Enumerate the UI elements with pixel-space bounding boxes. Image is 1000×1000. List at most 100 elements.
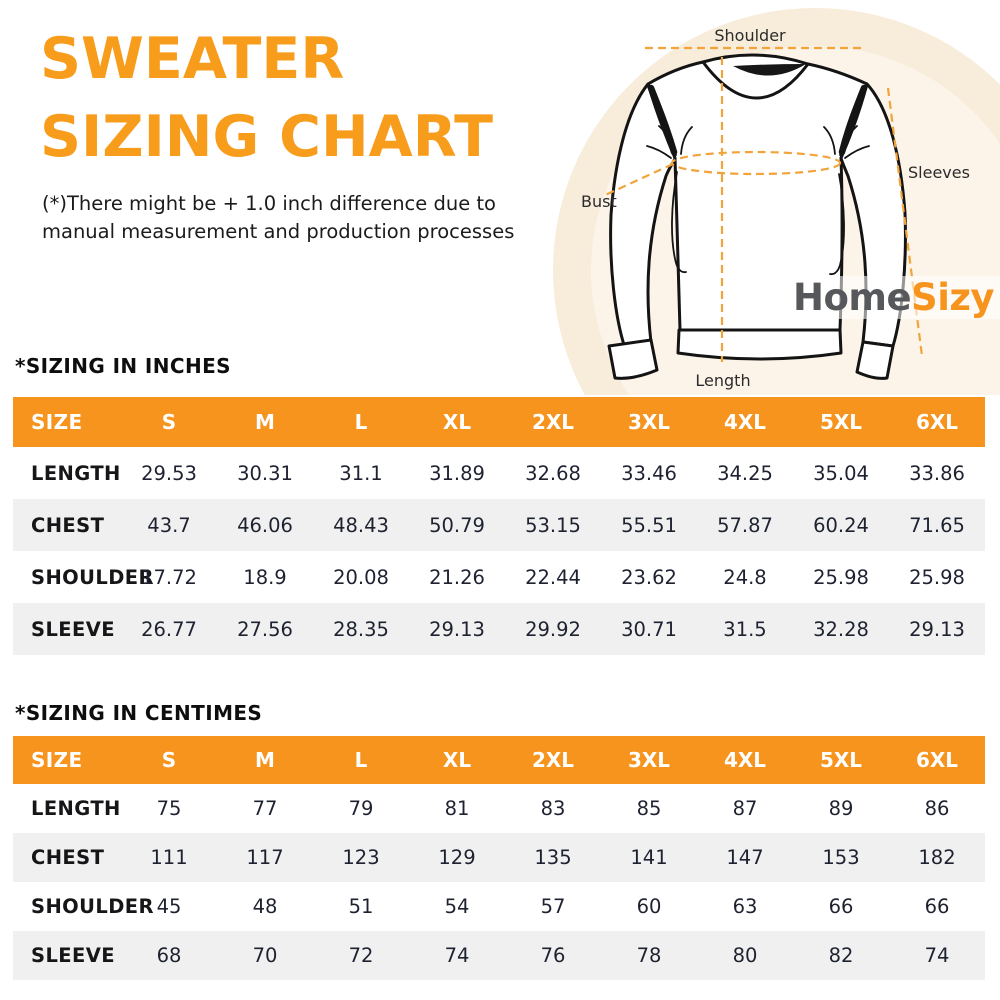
table-row-sleeve: SLEEVE 68 70 72 74 76 78 80 82 74 — [13, 931, 985, 980]
size-value: 60 — [636, 895, 662, 918]
column-header-xl: XL — [442, 410, 472, 434]
size-value: 71.65 — [909, 513, 965, 537]
size-value: 74 — [924, 944, 950, 967]
table-row-shoulder: SHOULDER 45 48 51 54 57 60 63 66 66 — [13, 882, 985, 931]
size-value: 66 — [924, 895, 950, 918]
size-value: 57 — [540, 895, 566, 918]
bust-measure-ellipse — [670, 150, 842, 176]
size-value: 123 — [342, 846, 380, 869]
column-header-s: S — [161, 748, 177, 772]
column-header-l: L — [354, 748, 368, 772]
sweater-measurement-diagram: Shoulder Sleeves Bust Length Home Sizy — [545, 0, 1000, 395]
table-row-chest: CHEST 111 117 123 129 135 141 147 153 182 — [13, 833, 985, 882]
centimes-section-heading: *SIZING IN CENTIMES — [15, 701, 263, 725]
size-value: 79 — [348, 797, 374, 820]
size-value: 24.8 — [723, 565, 767, 589]
size-value: 111 — [150, 846, 188, 869]
size-value: 45 — [156, 895, 182, 918]
table-row-length: LENGTH 29.53 30.31 31.1 31.89 32.68 33.46 34.25… — [13, 447, 985, 499]
size-value: 141 — [630, 846, 668, 869]
bust-label: Bust — [581, 192, 617, 211]
inches-section-heading: *SIZING IN INCHES — [15, 354, 231, 378]
size-value: 55.51 — [621, 513, 677, 537]
column-header-5xl: 5XL — [819, 748, 863, 772]
sweater-left-cuff — [607, 338, 659, 380]
size-column-header: SIZE — [31, 748, 83, 772]
size-value: 135 — [534, 846, 572, 869]
inches-sizing-table: SIZE S M L XL 2XL 3XL 4XL 5XL 6XL LENGTH 29.53 30.31… — [13, 397, 985, 655]
homesizy-logo: Home Sizy — [788, 276, 1000, 319]
size-value: 153 — [822, 846, 860, 869]
size-value: 34.25 — [717, 461, 773, 485]
column-header-l: L — [354, 410, 368, 434]
size-value: 63 — [732, 895, 758, 918]
measurement-note: (*)There might be + 1.0 inch difference … — [42, 190, 560, 246]
size-value: 54 — [444, 895, 470, 918]
table-row-length: LENGTH 75 77 79 81 83 85 87 89 86 — [13, 784, 985, 833]
row-label: CHEST — [31, 513, 105, 537]
size-value: 22.44 — [525, 565, 581, 589]
size-value: 89 — [828, 797, 854, 820]
size-value: 32.28 — [813, 617, 869, 641]
table-row-sleeve: SLEEVE 26.77 27.56 28.35 29.13 29.92 30.71 31.5… — [13, 603, 985, 655]
size-value: 29.13 — [909, 617, 965, 641]
size-value: 68 — [156, 944, 182, 967]
sweater-illustration: Shoulder Sleeves Bust Length — [553, 8, 1000, 395]
sleeves-label: Sleeves — [908, 163, 970, 182]
sweater-body — [646, 60, 869, 332]
column-header-s: S — [161, 410, 177, 434]
size-value: 74 — [444, 944, 470, 967]
size-value: 72 — [348, 944, 374, 967]
column-header-2xl: 2XL — [531, 748, 575, 772]
size-value: 28.35 — [333, 617, 389, 641]
size-value: 27.56 — [237, 617, 293, 641]
shoulder-label: Shoulder — [714, 26, 786, 45]
size-value: 87 — [732, 797, 758, 820]
size-value: 147 — [726, 846, 764, 869]
size-column-header: SIZE — [31, 410, 83, 434]
length-label: Length — [695, 371, 750, 390]
row-label: SHOULDER — [31, 895, 154, 918]
left-side-wrinkle — [671, 171, 687, 274]
right-armpit-wrinkles — [823, 125, 870, 159]
size-value: 25.98 — [813, 565, 869, 589]
column-header-6xl: 6XL — [915, 410, 959, 434]
column-header-xl: XL — [442, 748, 472, 772]
size-value: 80 — [732, 944, 758, 967]
logo-text-home: Home — [793, 276, 912, 319]
centimes-sizing-table: SIZE S M L XL 2XL 3XL 4XL 5XL 6XL LENGTH 75 77 79 81 83… — [13, 736, 985, 980]
row-label: CHEST — [31, 846, 105, 869]
logo-text-sizy: Sizy — [911, 276, 995, 319]
size-value: 21.26 — [429, 565, 485, 589]
table-row-chest: CHEST 43.7 46.06 48.43 50.79 53.15 55.51 57.87 6… — [13, 499, 985, 551]
title-line-2: SIZING CHART — [40, 104, 493, 170]
size-value: 32.68 — [525, 461, 581, 485]
size-value: 53.15 — [525, 513, 581, 537]
collar-neck-shadow — [733, 64, 806, 76]
size-value: 29.53 — [141, 461, 197, 485]
size-value: 33.46 — [621, 461, 677, 485]
size-value: 66 — [828, 895, 854, 918]
size-value: 76 — [540, 944, 566, 967]
size-value: 31.5 — [723, 617, 767, 641]
column-header-3xl: 3XL — [627, 748, 671, 772]
size-value: 26.77 — [141, 617, 197, 641]
size-value: 82 — [828, 944, 854, 967]
size-value: 31.1 — [339, 461, 383, 485]
size-value: 33.86 — [909, 461, 965, 485]
size-value: 78 — [636, 944, 662, 967]
row-label: SLEEVE — [31, 944, 115, 967]
sweater-hem-band — [676, 328, 843, 361]
size-value: 60.24 — [813, 513, 869, 537]
column-header-3xl: 3XL — [627, 410, 671, 434]
size-value: 48 — [252, 895, 278, 918]
size-value: 17.72 — [141, 565, 197, 589]
size-value: 31.89 — [429, 461, 485, 485]
size-value: 29.92 — [525, 617, 581, 641]
size-value: 46.06 — [237, 513, 293, 537]
right-side-wrinkle — [829, 173, 845, 276]
table-row-shoulder: SHOULDER 17.72 18.9 20.08 21.26 22.44 23.62 24.… — [13, 551, 985, 603]
size-value: 182 — [918, 846, 956, 869]
table-header-row: SIZE S M L XL 2XL 3XL 4XL 5XL 6XL — [13, 736, 985, 784]
